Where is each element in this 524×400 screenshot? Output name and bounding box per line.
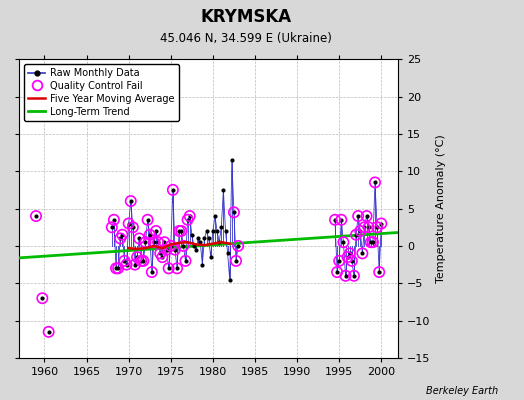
- Point: [152, 228, 160, 234]
- Text: 45.046 N, 34.599 E (Ukraine): 45.046 N, 34.599 E (Ukraine): [160, 32, 332, 45]
- Point: [131, 261, 139, 268]
- Point: [185, 213, 194, 219]
- Point: [150, 239, 158, 245]
- Point: [377, 220, 386, 227]
- Point: [144, 216, 152, 223]
- Point: [125, 220, 133, 227]
- Point: [337, 216, 345, 223]
- Point: [116, 235, 124, 242]
- Point: [358, 250, 367, 256]
- Point: [123, 261, 131, 268]
- Point: [160, 239, 169, 245]
- Point: [148, 269, 156, 275]
- Point: [234, 243, 242, 249]
- Point: [107, 224, 116, 230]
- Point: [181, 258, 190, 264]
- Point: [371, 179, 379, 186]
- Text: KRYMSKA: KRYMSKA: [201, 8, 292, 26]
- Point: [167, 243, 175, 249]
- Point: [356, 228, 365, 234]
- Point: [139, 258, 148, 264]
- Point: [331, 216, 339, 223]
- Point: [156, 250, 165, 256]
- Point: [354, 213, 363, 219]
- Point: [112, 265, 120, 272]
- Point: [333, 269, 341, 275]
- Point: [339, 239, 347, 245]
- Point: [127, 198, 135, 204]
- Point: [120, 258, 128, 264]
- Point: [232, 258, 240, 264]
- Point: [141, 239, 150, 245]
- Point: [146, 232, 154, 238]
- Point: [110, 216, 118, 223]
- Point: [363, 213, 371, 219]
- Point: [165, 265, 173, 272]
- Point: [129, 224, 137, 230]
- Point: [179, 243, 188, 249]
- Point: [154, 239, 162, 245]
- Point: [32, 213, 40, 219]
- Point: [175, 228, 183, 234]
- Point: [45, 329, 53, 335]
- Point: [367, 239, 375, 245]
- Point: [169, 187, 177, 193]
- Point: [158, 254, 167, 260]
- Point: [335, 258, 343, 264]
- Point: [352, 232, 360, 238]
- Point: [135, 235, 144, 242]
- Point: [341, 273, 350, 279]
- Legend: Raw Monthly Data, Quality Control Fail, Five Year Moving Average, Long-Term Tren: Raw Monthly Data, Quality Control Fail, …: [24, 64, 179, 120]
- Text: Berkeley Earth: Berkeley Earth: [425, 386, 498, 396]
- Y-axis label: Temperature Anomaly (°C): Temperature Anomaly (°C): [436, 134, 446, 283]
- Point: [343, 254, 352, 260]
- Point: [347, 258, 356, 264]
- Point: [361, 224, 369, 230]
- Point: [137, 258, 146, 264]
- Point: [118, 232, 126, 238]
- Point: [133, 254, 141, 260]
- Point: [171, 246, 179, 253]
- Point: [375, 269, 384, 275]
- Point: [38, 295, 47, 302]
- Point: [177, 228, 185, 234]
- Point: [173, 265, 181, 272]
- Point: [114, 265, 122, 272]
- Point: [345, 250, 354, 256]
- Point: [369, 239, 377, 245]
- Point: [183, 216, 192, 223]
- Point: [162, 246, 171, 253]
- Point: [373, 224, 381, 230]
- Point: [230, 209, 238, 216]
- Point: [365, 224, 373, 230]
- Point: [350, 273, 358, 279]
